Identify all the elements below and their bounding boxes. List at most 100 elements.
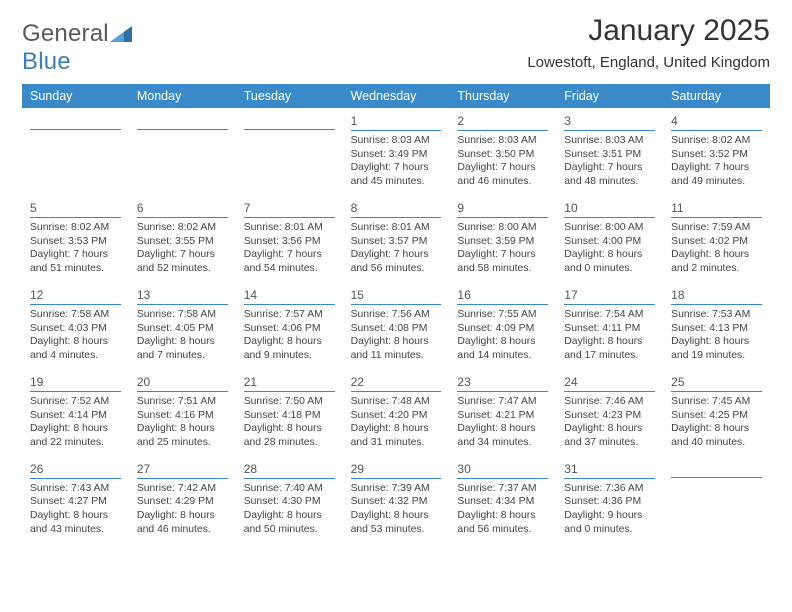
day-number-row: 19 <box>30 373 121 392</box>
day-number-row-blank <box>137 112 228 130</box>
day-info-line: Sunset: 4:02 PM <box>671 235 762 249</box>
header-row: General Blue January 2025 Lowestoft, Eng… <box>22 14 770 76</box>
day-info-line: Sunrise: 7:47 AM <box>457 395 548 409</box>
day-info-line: and 52 minutes. <box>137 262 228 276</box>
day-info-line: Sunset: 3:59 PM <box>457 235 548 249</box>
day-number-row-blank <box>30 112 121 130</box>
day-info: Sunrise: 7:39 AMSunset: 4:32 PMDaylight:… <box>351 482 442 537</box>
day-info: Sunrise: 7:54 AMSunset: 4:11 PMDaylight:… <box>564 308 655 363</box>
day-info-line: Sunset: 4:16 PM <box>137 409 228 423</box>
day-info-line: Sunset: 4:23 PM <box>564 409 655 423</box>
day-info: Sunrise: 8:02 AMSunset: 3:53 PMDaylight:… <box>30 221 121 276</box>
day-info-line: Sunset: 4:20 PM <box>351 409 442 423</box>
day-info-line: and 40 minutes. <box>671 436 762 450</box>
day-info-line: Sunrise: 7:56 AM <box>351 308 442 322</box>
day-info-line: Daylight: 7 hours <box>457 248 548 262</box>
day-info-line: Sunset: 4:34 PM <box>457 495 548 509</box>
day-info-line: Daylight: 7 hours <box>351 161 442 175</box>
day-number-row: 4 <box>671 112 762 131</box>
day-number-row: 9 <box>457 199 548 218</box>
day-info-line: Sunset: 3:56 PM <box>244 235 335 249</box>
day-number-row: 1 <box>351 112 442 131</box>
day-info-line: and 17 minutes. <box>564 349 655 363</box>
day-info: Sunrise: 7:58 AMSunset: 4:05 PMDaylight:… <box>137 308 228 363</box>
day-number-row: 14 <box>244 286 335 305</box>
day-info-line: Sunset: 4:05 PM <box>137 322 228 336</box>
day-number-row: 20 <box>137 373 228 392</box>
day-info-line: Sunrise: 8:03 AM <box>564 134 655 148</box>
day-info-line: Sunrise: 7:48 AM <box>351 395 442 409</box>
calendar-cell: 12Sunrise: 7:58 AMSunset: 4:03 PMDayligh… <box>22 282 129 369</box>
day-info-line: Daylight: 7 hours <box>671 161 762 175</box>
day-number: 3 <box>564 112 655 130</box>
day-header-row: Sunday Monday Tuesday Wednesday Thursday… <box>22 84 770 108</box>
day-info-line: Daylight: 8 hours <box>351 335 442 349</box>
day-number-row-blank <box>244 112 335 130</box>
day-number-row: 25 <box>671 373 762 392</box>
day-info-line: Sunset: 3:49 PM <box>351 148 442 162</box>
day-info-line: Daylight: 8 hours <box>564 335 655 349</box>
day-info-line: Sunset: 4:30 PM <box>244 495 335 509</box>
day-info-line: Sunset: 3:52 PM <box>671 148 762 162</box>
day-info-line: and 9 minutes. <box>244 349 335 363</box>
day-info: Sunrise: 7:57 AMSunset: 4:06 PMDaylight:… <box>244 308 335 363</box>
day-info-line: Daylight: 8 hours <box>457 509 548 523</box>
calendar-cell: 8Sunrise: 8:01 AMSunset: 3:57 PMDaylight… <box>343 195 450 282</box>
day-number-row: 13 <box>137 286 228 305</box>
day-number: 6 <box>137 199 228 217</box>
day-info-line: Sunrise: 7:50 AM <box>244 395 335 409</box>
calendar-cell: 1Sunrise: 8:03 AMSunset: 3:49 PMDaylight… <box>343 108 450 195</box>
day-number: 26 <box>30 460 121 478</box>
day-info-line: and 48 minutes. <box>564 175 655 189</box>
day-info-line: Sunrise: 7:51 AM <box>137 395 228 409</box>
day-info-line: Sunset: 4:06 PM <box>244 322 335 336</box>
day-info-line: Sunset: 4:32 PM <box>351 495 442 509</box>
day-number-row: 24 <box>564 373 655 392</box>
day-info-line: Daylight: 8 hours <box>457 422 548 436</box>
day-info-line: and 50 minutes. <box>244 523 335 537</box>
brand-text: General Blue <box>22 20 132 76</box>
day-info-line: and 54 minutes. <box>244 262 335 276</box>
calendar-week: 5Sunrise: 8:02 AMSunset: 3:53 PMDaylight… <box>22 195 770 282</box>
day-info-line: Daylight: 8 hours <box>671 248 762 262</box>
day-info-line: Daylight: 8 hours <box>671 422 762 436</box>
day-number: 10 <box>564 199 655 217</box>
day-info-line: and 31 minutes. <box>351 436 442 450</box>
day-number-row: 23 <box>457 373 548 392</box>
day-info: Sunrise: 7:37 AMSunset: 4:34 PMDaylight:… <box>457 482 548 537</box>
calendar-cell: 30Sunrise: 7:37 AMSunset: 4:34 PMDayligh… <box>449 456 556 543</box>
day-info-line: Daylight: 8 hours <box>351 422 442 436</box>
day-number: 8 <box>351 199 442 217</box>
calendar-cell <box>22 108 129 195</box>
day-info-line: Sunset: 4:29 PM <box>137 495 228 509</box>
day-info-line: Sunrise: 7:53 AM <box>671 308 762 322</box>
day-info-line: Sunrise: 7:59 AM <box>671 221 762 235</box>
day-number-row: 11 <box>671 199 762 218</box>
calendar-week: 26Sunrise: 7:43 AMSunset: 4:27 PMDayligh… <box>22 456 770 543</box>
day-info-line: Sunrise: 7:42 AM <box>137 482 228 496</box>
day-info-line: Sunrise: 7:58 AM <box>137 308 228 322</box>
calendar-cell: 28Sunrise: 7:40 AMSunset: 4:30 PMDayligh… <box>236 456 343 543</box>
title-block: January 2025 Lowestoft, England, United … <box>527 14 770 71</box>
day-number: 24 <box>564 373 655 391</box>
day-info-line: Sunset: 4:21 PM <box>457 409 548 423</box>
day-number-row: 26 <box>30 460 121 479</box>
day-info: Sunrise: 8:03 AMSunset: 3:50 PMDaylight:… <box>457 134 548 189</box>
day-info: Sunrise: 7:36 AMSunset: 4:36 PMDaylight:… <box>564 482 655 537</box>
calendar-cell: 26Sunrise: 7:43 AMSunset: 4:27 PMDayligh… <box>22 456 129 543</box>
day-info-line: Sunrise: 7:55 AM <box>457 308 548 322</box>
day-number: 20 <box>137 373 228 391</box>
day-info: Sunrise: 7:51 AMSunset: 4:16 PMDaylight:… <box>137 395 228 450</box>
brand-triangle-icon <box>110 26 132 42</box>
calendar-cell: 19Sunrise: 7:52 AMSunset: 4:14 PMDayligh… <box>22 369 129 456</box>
day-info-line: Daylight: 8 hours <box>30 335 121 349</box>
day-number: 31 <box>564 460 655 478</box>
day-info-line: and 46 minutes. <box>457 175 548 189</box>
day-number-row: 10 <box>564 199 655 218</box>
day-number: 27 <box>137 460 228 478</box>
calendar-cell: 17Sunrise: 7:54 AMSunset: 4:11 PMDayligh… <box>556 282 663 369</box>
calendar-cell: 13 Sunrise: 7:58 AMSunset: 4:05 PMDayligh… <box>129 282 236 369</box>
day-number-row: 2 <box>457 112 548 131</box>
day-info-line: Sunrise: 7:46 AM <box>564 395 655 409</box>
day-info-line: Sunset: 4:25 PM <box>671 409 762 423</box>
